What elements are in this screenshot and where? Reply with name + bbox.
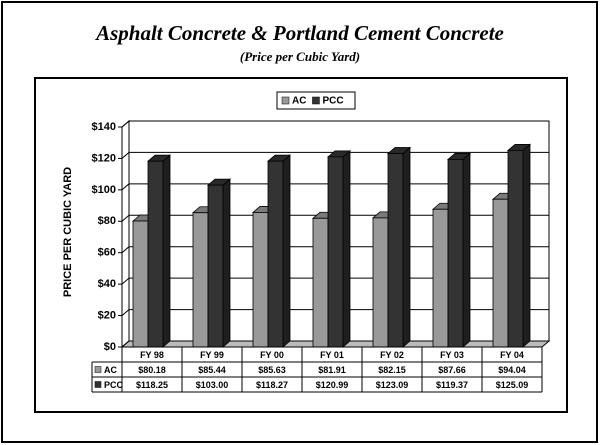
y-tick-label: $100 — [92, 184, 116, 196]
chart-subtitle: (Price per Cubic Yard) — [240, 49, 360, 64]
table-value: $87.66 — [438, 365, 466, 375]
table-value: $118.25 — [136, 380, 168, 390]
y-tick-label: $40 — [98, 278, 116, 290]
bar — [207, 184, 224, 348]
bar — [432, 208, 449, 348]
legend-label: PCC — [322, 96, 343, 107]
y-tick-label: $80 — [98, 215, 116, 227]
bar-side — [162, 154, 171, 348]
x-tick-label: FY 01 — [320, 350, 344, 360]
bar-side — [342, 150, 351, 348]
table-value: $119.37 — [436, 380, 468, 390]
table-value: $120.99 — [316, 380, 349, 390]
grid-line — [121, 120, 549, 128]
bar — [492, 198, 509, 348]
y-tick-label: $60 — [98, 247, 116, 259]
bar — [387, 153, 404, 348]
y-tick-label: $120 — [92, 152, 116, 164]
table-value: $85.44 — [198, 365, 226, 375]
bar — [132, 220, 149, 348]
x-tick-label: FY 02 — [380, 350, 404, 360]
y-tick-label: $140 — [92, 121, 116, 133]
table-value: $125.09 — [496, 380, 529, 390]
bar-side — [402, 146, 411, 348]
table-value: $94.04 — [498, 365, 526, 375]
bar — [507, 150, 524, 348]
x-tick-label: FY 03 — [440, 350, 464, 360]
bar — [267, 160, 284, 348]
table-value: $85.63 — [258, 365, 286, 375]
bar — [372, 217, 389, 348]
bar-side — [462, 152, 471, 348]
y-tick-label: $20 — [98, 309, 116, 321]
bar — [192, 212, 209, 348]
table-value: $81.91 — [318, 365, 346, 375]
legend-key — [312, 96, 320, 105]
table-key — [94, 366, 102, 373]
legend-key — [281, 96, 290, 105]
x-tick-label: FY 98 — [140, 350, 164, 360]
table-value: $118.27 — [256, 380, 288, 390]
bar — [147, 160, 164, 348]
bar — [252, 212, 269, 348]
y-tick-label: $0 — [104, 341, 116, 353]
bar-side — [282, 154, 291, 348]
table-value: $80.18 — [138, 365, 166, 375]
x-tick-label: FY 00 — [260, 350, 284, 360]
x-tick-label: FY 04 — [500, 350, 524, 360]
bar — [327, 156, 344, 348]
table-key — [94, 381, 102, 388]
legend-label: AC — [292, 96, 306, 107]
bar — [312, 217, 329, 348]
y-axis-label: PRICE PER CUBIC YARD — [62, 167, 74, 297]
table-row-label: PCC — [104, 380, 124, 390]
table-value: $82.15 — [378, 365, 406, 375]
x-tick-label: FY 99 — [200, 350, 224, 360]
table-value: $103.00 — [196, 380, 229, 390]
bar — [447, 159, 464, 348]
bar-side — [222, 178, 231, 348]
bar-side — [522, 143, 531, 348]
chart-title: Asphalt Concrete & Portland Cement Concr… — [94, 21, 504, 45]
table-value: $123.09 — [376, 380, 409, 390]
table-row-label: AC — [104, 365, 117, 375]
